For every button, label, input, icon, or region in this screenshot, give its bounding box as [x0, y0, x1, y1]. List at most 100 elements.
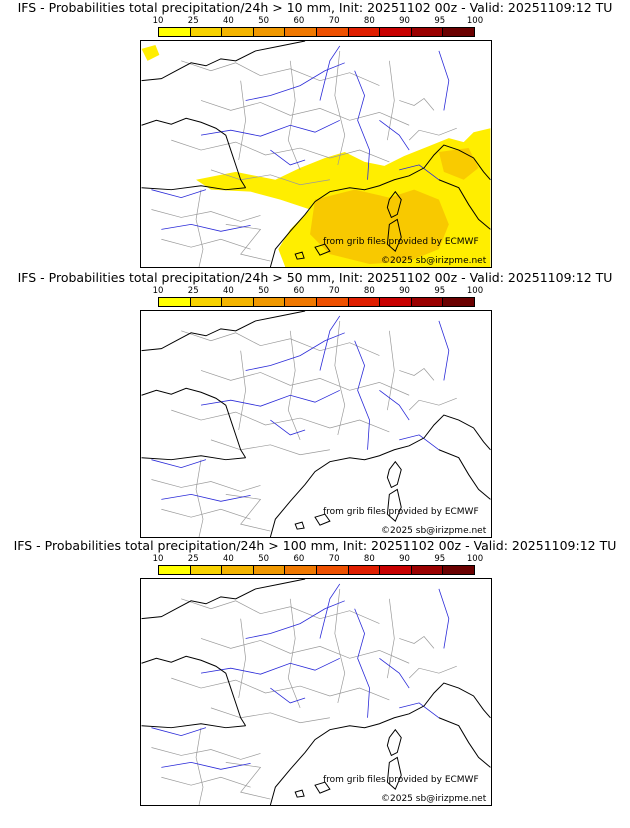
- colorbar-tick-label: 70: [328, 286, 340, 296]
- colorbar-segment: [222, 298, 254, 306]
- map-svg: [141, 41, 491, 267]
- border-line: [287, 598, 301, 708]
- colorbar-tick-label: 70: [328, 554, 340, 564]
- map-area: from grib files provided by ECMWF ©2025 s…: [140, 578, 492, 806]
- border-line: [287, 330, 301, 440]
- border-line: [181, 330, 380, 356]
- colorbar-tick-label: 70: [328, 16, 340, 26]
- menorca-outline: [294, 251, 305, 260]
- map-svg: [141, 311, 491, 537]
- colorbar-tick-label: 50: [258, 16, 270, 26]
- river-line: [438, 50, 450, 111]
- river-line: [354, 608, 370, 718]
- mallorca-outline: [314, 243, 331, 256]
- admin-borders: [151, 320, 457, 537]
- rivers: [151, 583, 450, 770]
- panel-title: IFS - Probabilities total precipitation/…: [17, 0, 613, 15]
- river-line: [270, 149, 306, 166]
- colorbar-tick-label: 95: [434, 286, 446, 296]
- colorbar: [158, 297, 475, 307]
- colorbar-segment: [411, 298, 444, 306]
- coast-biscay: [141, 723, 246, 729]
- colorbar-segment: [253, 566, 286, 574]
- colorbar-tick-label: 25: [187, 16, 199, 26]
- border-line: [200, 100, 410, 126]
- colorbar-segment: [348, 298, 381, 306]
- border-line: [238, 618, 246, 699]
- coast-italy: [438, 179, 491, 230]
- border-line: [161, 238, 251, 250]
- colorbar-segment: [285, 566, 317, 574]
- precip-zone-mid-2: [438, 148, 479, 180]
- border-line: [195, 727, 204, 805]
- river-line: [161, 493, 251, 502]
- river-line: [161, 223, 251, 232]
- colorbar-segment: [190, 28, 223, 36]
- coast-mediterranean: [269, 414, 491, 537]
- border-line: [399, 368, 435, 381]
- colorbar-tick-label: 40: [223, 554, 234, 564]
- coast-biscay: [141, 185, 246, 191]
- colorbar-segment: [316, 28, 349, 36]
- border-line: [171, 409, 390, 433]
- menorca-outline: [294, 521, 305, 530]
- colorbar-segment: [190, 566, 223, 574]
- map-panel-3: IFS - Probabilities total precipitation/…: [0, 538, 630, 806]
- colorbar-ticks: 10 25 40 50 60 70 80 90 95 100: [153, 554, 484, 564]
- colorbar-tick-label: 95: [434, 554, 446, 564]
- colorbar-tick-label: 80: [363, 16, 375, 26]
- rivers: [151, 45, 450, 232]
- colorbar-tick-label: 80: [363, 286, 375, 296]
- colorbar-tick-label: 100: [466, 554, 484, 564]
- map-panel-2: IFS - Probabilities total precipitation/…: [0, 270, 630, 538]
- border-line: [238, 350, 246, 431]
- border-line: [210, 707, 330, 724]
- coast-biscay: [141, 455, 246, 461]
- river-line: [379, 119, 410, 151]
- colorbar-segment: [411, 566, 444, 574]
- river-line: [379, 657, 410, 689]
- border-line: [171, 139, 390, 163]
- colorbar-segment: [159, 298, 191, 306]
- river-line: [319, 583, 341, 639]
- colorbar-ticks: 10 25 40 50 60 70 80 90 95 100: [153, 286, 484, 296]
- river-line: [399, 164, 440, 181]
- river-line: [399, 434, 440, 451]
- colorbar-tick-label: 90: [399, 286, 410, 296]
- source-credit: from grib files provided by ECMWF: [323, 237, 479, 247]
- colorbar-segment: [222, 28, 254, 36]
- border-line: [399, 98, 435, 111]
- colorbar-tick-label: 60: [293, 554, 305, 564]
- rivers: [151, 315, 450, 502]
- border-line: [210, 439, 330, 456]
- colorbar-tick-label: 10: [152, 16, 164, 26]
- corsica-outline: [386, 460, 402, 489]
- coast-atlantic: [141, 387, 247, 458]
- border-line: [171, 677, 390, 701]
- border-line: [151, 209, 261, 222]
- border-line: [225, 224, 271, 262]
- colorbar-segment: [348, 28, 381, 36]
- source-credit: from grib files provided by ECMWF: [323, 507, 479, 517]
- border-line: [195, 189, 204, 267]
- border-line: [408, 127, 457, 141]
- colorbar-segment: [190, 298, 223, 306]
- coast-atlantic: [141, 655, 247, 726]
- river-line: [319, 45, 341, 101]
- copyright-credit: ©2025 sb@irizpme.net: [381, 256, 487, 266]
- colorbar-tick-label: 90: [399, 554, 410, 564]
- border-line: [151, 747, 261, 760]
- border-line: [181, 598, 380, 624]
- mallorca-outline: [314, 513, 331, 526]
- map-svg: [141, 579, 491, 805]
- river-line: [354, 70, 370, 180]
- colorbar-tick-label: 40: [223, 16, 234, 26]
- colorbar-segment: [253, 28, 286, 36]
- colorbar-tick-label: 80: [363, 554, 375, 564]
- corsica-outline: [386, 190, 402, 219]
- colorbar-segment: [411, 28, 444, 36]
- colorbar-segment: [316, 298, 349, 306]
- mallorca-outline: [314, 781, 331, 794]
- river-line: [438, 320, 450, 381]
- colorbar: [158, 27, 475, 37]
